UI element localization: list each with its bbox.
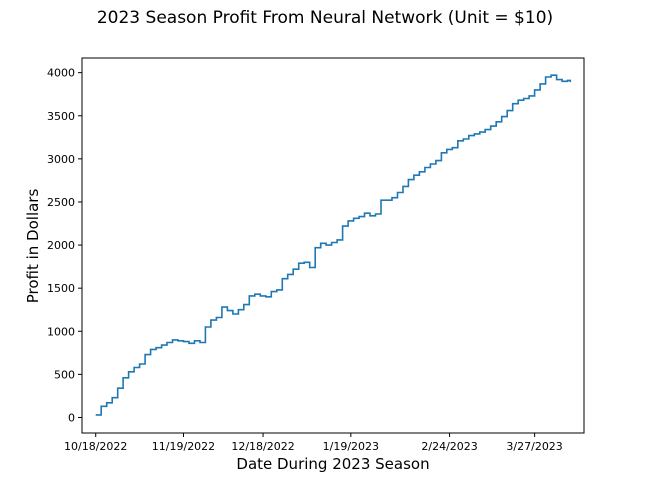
y-tick-label: 500 (54, 368, 75, 381)
y-tick-label: 4000 (47, 67, 75, 80)
y-axis-label: Profit in Dollars (24, 189, 42, 304)
x-tick-label: 11/19/2022 (152, 440, 215, 453)
y-tick-label: 1500 (47, 282, 75, 295)
y-tick-label: 3000 (47, 153, 75, 166)
x-tick-label: 10/18/2022 (64, 440, 127, 453)
y-tick-label: 0 (68, 411, 75, 424)
plot-area: 0 500 1000 1500 2000 2500 3000 3500 4000 10/18/2… (47, 57, 585, 453)
y-tick-label: 3500 (47, 110, 75, 123)
profit-line (95, 74, 572, 416)
x-axis-label: Date During 2023 Season (236, 455, 429, 473)
chart-title: 2023 Season Profit From Neural Network (… (97, 8, 553, 28)
x-axis-ticks: 10/18/2022 11/19/2022 12/18/2022 1/19/2023 2… (64, 433, 563, 453)
x-tick-label: 3/27/2023 (506, 440, 562, 453)
x-tick-label: 12/18/2022 (231, 440, 294, 453)
x-tick-label: 2/24/2023 (421, 440, 477, 453)
y-tick-label: 1000 (47, 325, 75, 338)
x-tick-label: 1/19/2023 (323, 440, 379, 453)
y-axis-ticks: 0 500 1000 1500 2000 2500 3000 3500 4000 (47, 67, 82, 424)
y-tick-label: 2000 (47, 239, 75, 252)
y-tick-label: 2500 (47, 196, 75, 209)
